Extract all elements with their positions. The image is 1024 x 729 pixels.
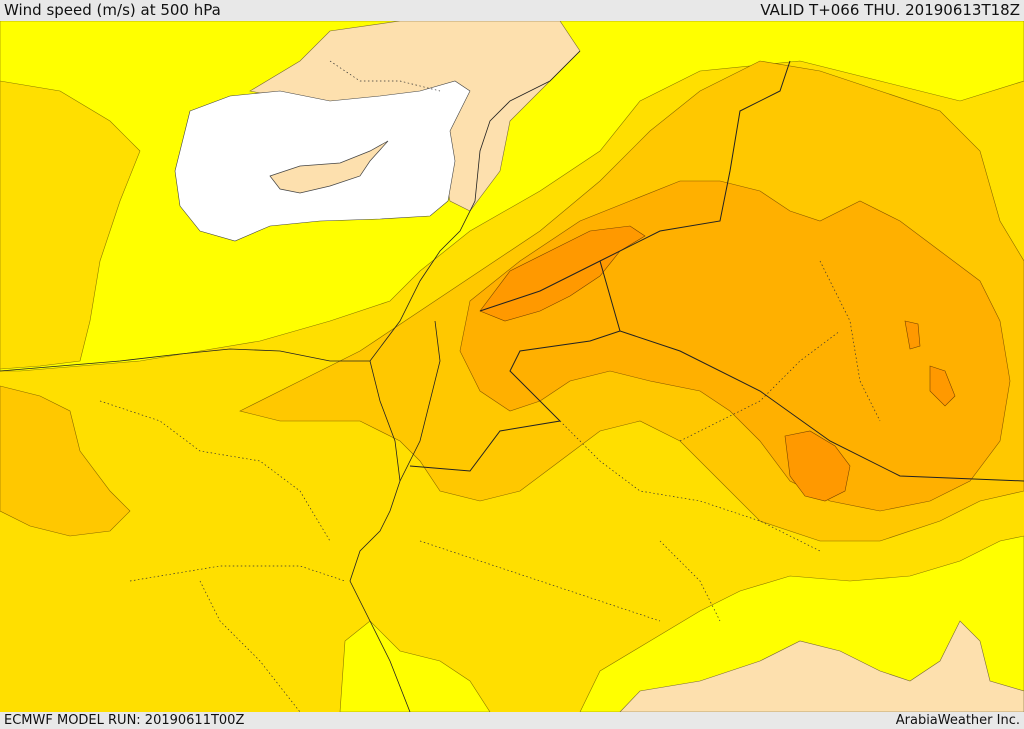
- valid-time: VALID T+066 THU. 20190613T18Z: [760, 1, 1020, 19]
- calm-zone-mediterranean: [174, 80, 471, 242]
- political-borders: [409, 60, 1024, 482]
- dark-orange-zone-east: [929, 365, 956, 407]
- dark-orange-zone-ne: [904, 320, 921, 350]
- light-yellow-zone-south: [579, 535, 1024, 712]
- map-header: Wind speed (m/s) at 500 hPa VALID T+066 …: [0, 0, 1024, 21]
- wind-speed-map: [0, 21, 1024, 712]
- map-title: Wind speed (m/s) at 500 hPa: [4, 1, 221, 19]
- light-orange-zone-west: [0, 385, 131, 537]
- map-footer: ECMWF MODEL RUN: 20190611T00Z ArabiaWeat…: [0, 712, 1024, 729]
- province-boundaries: [99, 60, 881, 712]
- coastlines: [0, 50, 581, 712]
- low-wind-zone-south: [619, 620, 1024, 712]
- light-yellow-zone-sw: [339, 620, 491, 712]
- dark-orange-zone-iraq: [784, 430, 851, 502]
- credit: ArabiaWeather Inc.: [895, 713, 1020, 728]
- cyprus-island: [269, 140, 389, 194]
- model-run: ECMWF MODEL RUN: 20190611T00Z: [4, 713, 245, 728]
- yellow-zone-west: [0, 80, 141, 370]
